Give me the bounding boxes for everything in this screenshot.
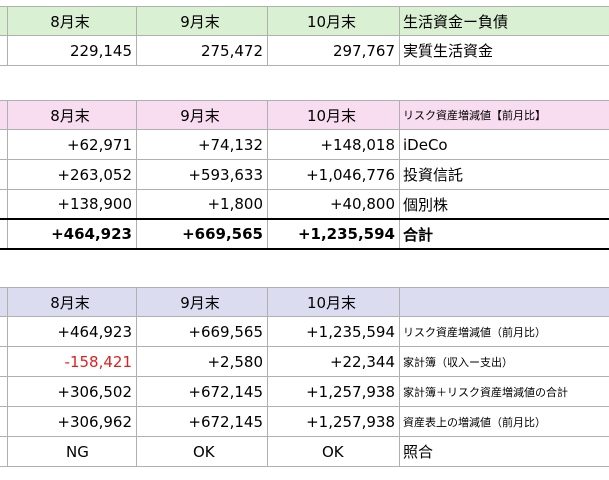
col-header-aug[interactable]: 8月末 xyxy=(8,7,137,35)
cell-sep[interactable]: +74,132 xyxy=(137,130,268,159)
cell-oct[interactable]: +22,344 xyxy=(268,347,400,376)
row-label[interactable]: iDeCo xyxy=(403,135,448,154)
row-label[interactable]: 家計簿（収入ー支出） xyxy=(403,355,513,369)
row-stub xyxy=(0,160,8,189)
cell-aug[interactable]: +464,923 xyxy=(8,220,137,248)
cell-sep-check[interactable]: OK xyxy=(137,437,268,466)
row-label[interactable]: 資産表上の増減値（前月比） xyxy=(403,415,546,429)
row-stub xyxy=(0,437,8,466)
table-header-row: 8月末 9月末 10月末 xyxy=(0,287,609,317)
row-label[interactable]: 実質生活資金 xyxy=(403,42,494,60)
table-row: +263,052 +593,633 +1,046,776 投資信託 xyxy=(0,160,609,190)
table-header-row: 8月末 9月末 10月末 生活資金ー負債 xyxy=(0,6,609,36)
cell-aug[interactable]: +306,502 xyxy=(8,377,137,406)
cell-aug[interactable]: +306,962 xyxy=(8,407,137,436)
cell-oct-check[interactable]: OK xyxy=(268,437,400,466)
cell-sep[interactable]: +669,565 xyxy=(137,317,268,346)
table-row: +62,971 +74,132 +148,018 iDeCo xyxy=(0,130,609,160)
row-label[interactable]: 個別株 xyxy=(403,195,449,214)
cell-aug[interactable]: +138,900 xyxy=(8,190,137,218)
row-label[interactable]: 投資信託 xyxy=(403,166,464,184)
cell-sep[interactable]: 275,472 xyxy=(137,36,268,65)
row-label[interactable]: 照合 xyxy=(403,443,434,461)
row-stub xyxy=(0,288,8,316)
row-stub xyxy=(0,377,8,406)
check-row: NG OK OK 照合 xyxy=(0,437,609,467)
cell-sep[interactable]: +593,633 xyxy=(137,160,268,189)
table-row: +306,502 +672,145 +1,257,938 家計簿＋リスク資産増減… xyxy=(0,377,609,407)
row-stub xyxy=(0,7,8,35)
table-row: +464,923 +669,565 +1,235,594 リスク資産増減値（前月… xyxy=(0,317,609,347)
cell-aug[interactable]: +464,923 xyxy=(8,317,137,346)
table-row: +138,900 +1,800 +40,800 個別株 xyxy=(0,190,609,220)
row-stub xyxy=(0,36,8,65)
col-header-aug[interactable]: 8月末 xyxy=(8,288,137,316)
col-header-aug[interactable]: 8月末 xyxy=(8,101,137,129)
cell-oct[interactable]: +1,046,776 xyxy=(268,160,400,189)
col-header-oct[interactable]: 10月末 xyxy=(268,7,400,35)
row-stub xyxy=(0,101,8,129)
table-row: 229,145 275,472 297,767 実質生活資金 xyxy=(0,36,609,66)
cell-oct[interactable]: +1,257,938 xyxy=(268,407,400,436)
cell-oct[interactable]: +40,800 xyxy=(268,190,400,218)
cell-aug[interactable]: +62,971 xyxy=(8,130,137,159)
cell-sep[interactable]: +669,565 xyxy=(137,220,268,248)
cell-sep[interactable]: +672,145 xyxy=(137,377,268,406)
table-row: +306,962 +672,145 +1,257,938 資産表上の増減値（前月… xyxy=(0,407,609,437)
row-stub xyxy=(0,190,8,218)
total-row: +464,923 +669,565 +1,235,594 合計 xyxy=(0,220,609,250)
row-stub xyxy=(0,317,8,346)
risk-asset-change-table: 8月末 9月末 10月末 リスク資産増減値【前月比】 +62,971 +74,1… xyxy=(0,100,609,250)
cell-aug-check[interactable]: NG xyxy=(8,437,137,466)
cell-oct[interactable]: 297,767 xyxy=(268,36,400,65)
table-row: -158,421 +2,580 +22,344 家計簿（収入ー支出） xyxy=(0,347,609,377)
col-header-sep[interactable]: 9月末 xyxy=(137,288,268,316)
cell-aug[interactable]: +263,052 xyxy=(8,160,137,189)
cell-sep[interactable]: +1,800 xyxy=(137,190,268,218)
cell-oct[interactable]: +1,257,938 xyxy=(268,377,400,406)
cell-aug[interactable]: 229,145 xyxy=(8,36,137,65)
row-stub xyxy=(0,130,8,159)
living-funds-table: 8月末 9月末 10月末 生活資金ー負債 229,145 275,472 297… xyxy=(0,6,609,66)
cell-sep[interactable]: +672,145 xyxy=(137,407,268,436)
reconciliation-table: 8月末 9月末 10月末 +464,923 +669,565 +1,235,59… xyxy=(0,287,609,467)
col-header-sep[interactable]: 9月末 xyxy=(137,7,268,35)
cell-oct[interactable]: +1,235,594 xyxy=(268,317,400,346)
cell-oct[interactable]: +148,018 xyxy=(268,130,400,159)
row-stub xyxy=(0,220,8,248)
row-label[interactable]: リスク資産増減値（前月比） xyxy=(403,325,546,339)
col-header-oct[interactable]: 10月末 xyxy=(268,101,400,129)
col-header-label[interactable] xyxy=(400,288,609,316)
cell-sep[interactable]: +2,580 xyxy=(137,347,268,376)
row-label[interactable]: 家計簿＋リスク資産増減値の合計 xyxy=(403,385,568,399)
row-stub xyxy=(0,347,8,376)
cell-oct[interactable]: +1,235,594 xyxy=(268,220,400,248)
cell-aug-negative[interactable]: -158,421 xyxy=(8,347,137,376)
row-label[interactable]: 合計 xyxy=(403,225,434,244)
col-header-label[interactable]: リスク資産増減値【前月比】 xyxy=(400,101,609,129)
table-header-row: 8月末 9月末 10月末 リスク資産増減値【前月比】 xyxy=(0,100,609,130)
col-header-label[interactable]: 生活資金ー負債 xyxy=(400,7,609,35)
col-header-sep[interactable]: 9月末 xyxy=(137,101,268,129)
row-stub xyxy=(0,407,8,436)
col-header-oct[interactable]: 10月末 xyxy=(268,288,400,316)
